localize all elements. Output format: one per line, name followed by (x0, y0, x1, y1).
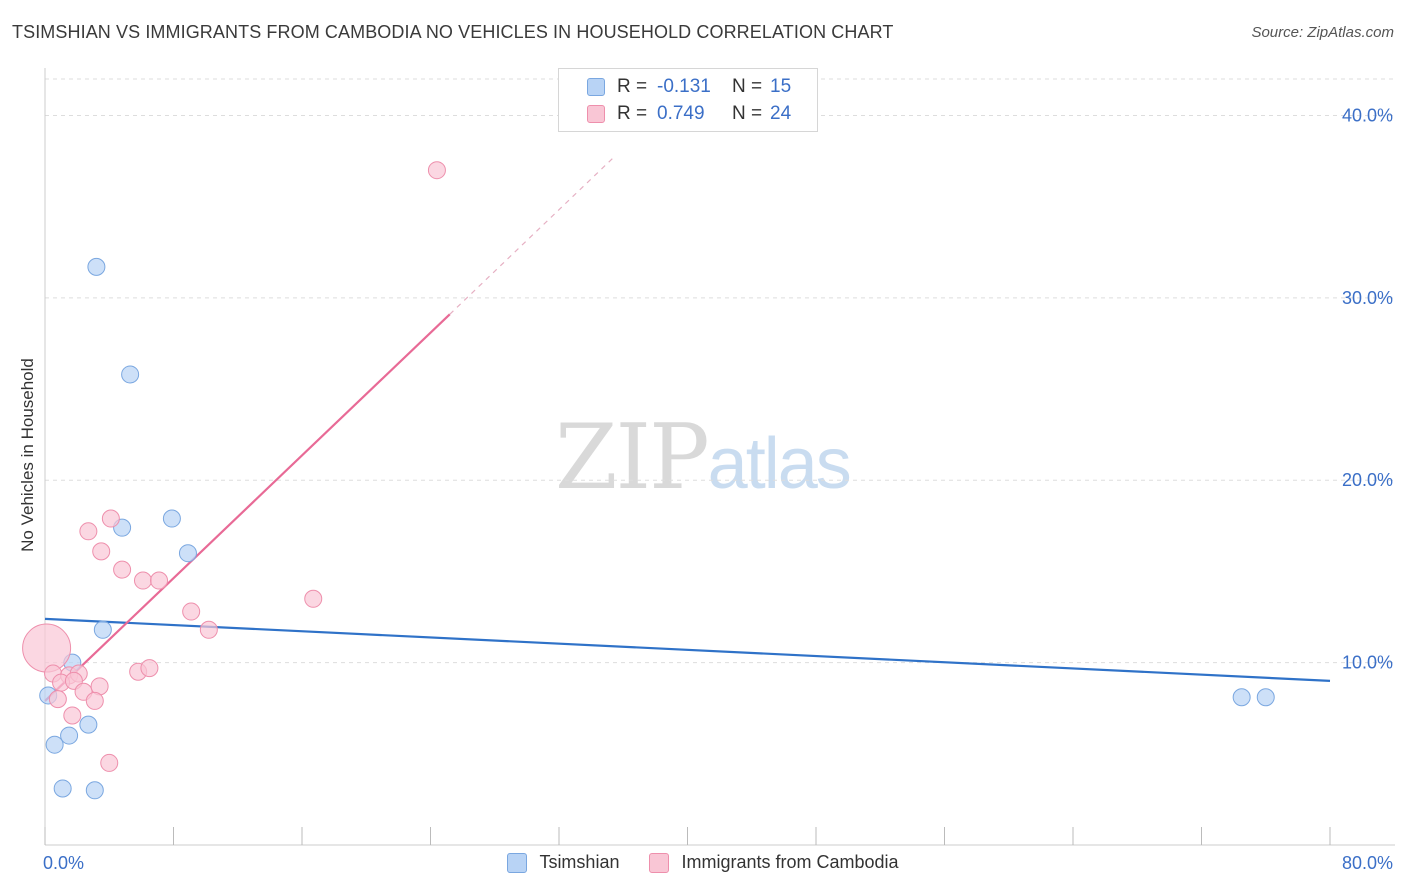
legend-row-tsimshian: R = -0.131 N = 15 (559, 73, 791, 101)
point-pink (199, 620, 218, 639)
point-blue (85, 781, 104, 800)
point-pink (48, 690, 67, 709)
legend-n-value: 15 (770, 76, 792, 97)
legend-item-tsimshian: Tsimshian (507, 852, 619, 873)
point-pink (113, 560, 132, 579)
correlation-legend: R = -0.131 N = 15 R = 0.749 N = 24 (558, 68, 818, 132)
trend-extension-pink (449, 156, 615, 315)
legend-swatch-blue (507, 852, 528, 873)
legend-r-label: R = (617, 103, 648, 124)
legend-n-label: N = (732, 103, 763, 124)
point-pink (140, 659, 159, 678)
point-pink (63, 706, 82, 725)
y-tick-label: 10.0% (1342, 653, 1393, 673)
source-note: Source: ZipAtlas.com (1251, 24, 1394, 41)
y-tick-label: 30.0% (1342, 288, 1393, 308)
legend-n-value: 24 (770, 103, 792, 124)
point-pink (182, 602, 201, 621)
watermark-atlas: atlas (707, 424, 852, 504)
point-blue (121, 365, 140, 384)
x-tick-label: 0.0% (43, 853, 84, 873)
watermark-zip: ZIP (555, 405, 710, 510)
point-blue (60, 726, 79, 745)
chart-title: TSIMSHIAN VS IMMIGRANTS FROM CAMBODIA NO… (12, 22, 894, 42)
point-blue (93, 620, 112, 639)
point-pink (79, 522, 98, 541)
point-blue (1232, 688, 1251, 707)
point-blue (1256, 688, 1275, 707)
watermark: ZIPatlas (555, 405, 852, 510)
legend-r-value: -0.131 (657, 76, 711, 97)
point-blue (87, 257, 106, 276)
point-pink (92, 542, 111, 561)
point-pink (150, 571, 169, 590)
point-blue (178, 544, 197, 563)
point-pink (427, 161, 446, 180)
point-pink (100, 753, 119, 772)
legend-n-label: N = (732, 76, 763, 97)
y-tick-label: 20.0% (1342, 470, 1393, 490)
x-tick-label: 80.0% (1342, 853, 1393, 873)
legend-row-cambodia: R = 0.749 N = 24 (559, 100, 791, 128)
point-pink (22, 623, 72, 673)
legend-swatch-blue (587, 78, 605, 96)
legend-item-cambodia: Immigrants from Cambodia (649, 852, 899, 873)
trend-line-blue (44, 617, 1331, 682)
point-pink (304, 589, 323, 608)
point-pink (85, 691, 104, 710)
point-pink (101, 509, 120, 528)
legend-label-cambodia: Immigrants from Cambodia (681, 852, 899, 872)
point-blue (162, 509, 181, 528)
point-blue (79, 715, 98, 734)
legend-r-label: R = (617, 76, 648, 97)
legend-swatch-pink (587, 105, 605, 123)
legend-r-value: 0.749 (657, 103, 705, 124)
series-legend: Tsimshian Immigrants from Cambodia (0, 852, 1406, 873)
legend-label-tsimshian: Tsimshian (539, 852, 620, 872)
point-blue (53, 779, 72, 798)
point-blue (45, 735, 64, 754)
y-tick-label: 40.0% (1342, 105, 1393, 125)
point-pink (133, 571, 152, 590)
legend-swatch-pink (649, 852, 670, 873)
trend-line-pink (44, 313, 451, 702)
